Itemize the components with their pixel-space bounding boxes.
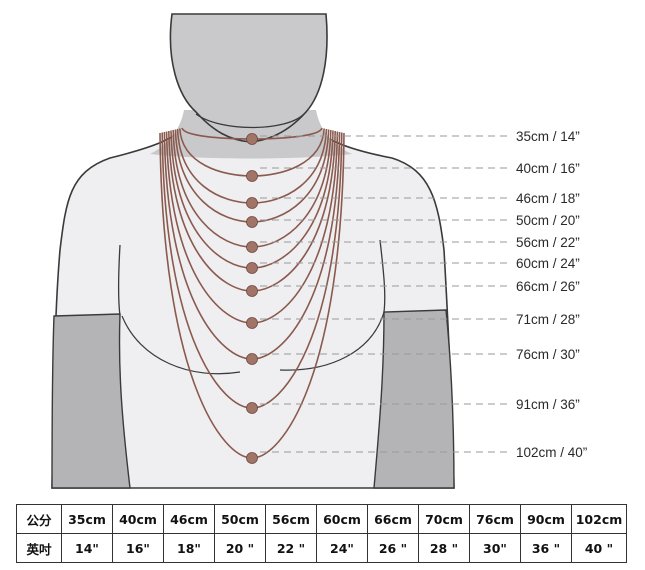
neck-collar-line	[195, 113, 305, 129]
table-cell: 46cm	[163, 504, 215, 534]
pendant-dot	[246, 452, 258, 464]
leader-lines	[260, 135, 510, 453]
right-arm-seam	[379, 239, 386, 313]
table-cell: 36 "	[520, 533, 572, 563]
table-cell: 102cm	[571, 504, 627, 534]
table-cell: 50cm	[214, 504, 266, 534]
left-sleeve	[51, 313, 131, 489]
length-labels: 35cm / 14” 40cm / 16” 46cm / 18” 50cm / …	[516, 129, 587, 460]
pendant-dot	[246, 317, 258, 329]
row-header-inch: 英吋	[16, 533, 62, 563]
table-cell: 18"	[163, 533, 215, 563]
table-cell: 30"	[469, 533, 521, 563]
table-cell: 35cm	[61, 504, 113, 534]
pendant-dot	[246, 353, 258, 365]
table-cell: 66cm	[367, 504, 419, 534]
pendant-dot	[246, 133, 258, 145]
length-label: 50cm / 20”	[516, 213, 580, 228]
right-sleeve	[373, 309, 455, 489]
length-label: 56cm / 22”	[516, 235, 580, 250]
table-cell: 40 "	[571, 533, 627, 563]
pendant-dot	[246, 402, 258, 414]
table-cell: 28 "	[418, 533, 470, 563]
left-chest-line	[121, 315, 241, 375]
table-row-inch: 英吋 14" 16" 18" 20 " 22 " 24" 26 " 28 " 3…	[16, 533, 627, 563]
length-label: 66cm / 26”	[516, 279, 580, 294]
length-label: 46cm / 18”	[516, 191, 580, 206]
pendant-dot	[246, 262, 258, 274]
necklace-length-diagram: 35cm / 14” 40cm / 16” 46cm / 18” 50cm / …	[51, 13, 587, 489]
table-cell: 20 "	[214, 533, 266, 563]
table-cell: 90cm	[520, 504, 572, 534]
table-cell: 16"	[112, 533, 164, 563]
pendant-dot	[246, 241, 258, 253]
length-label: 35cm / 14”	[516, 129, 580, 144]
length-label: 76cm / 30”	[516, 347, 580, 362]
table-cell: 24"	[316, 533, 368, 563]
table-cell: 76cm	[469, 504, 521, 534]
pendant-dot	[246, 197, 258, 209]
pendant-dot	[246, 216, 258, 228]
table-cell: 70cm	[418, 504, 470, 534]
pendant-dot	[246, 285, 258, 297]
table-row-cm: 公分 35cm 40cm 46cm 50cm 56cm 60cm 66cm 70…	[16, 504, 627, 534]
length-label: 60cm / 24”	[516, 256, 580, 271]
table-cell: 60cm	[316, 504, 368, 534]
table-cell: 22 "	[265, 533, 317, 563]
table-cell: 14"	[61, 533, 113, 563]
left-arm-seam	[117, 244, 121, 317]
table-cell: 56cm	[265, 504, 317, 534]
table-cell: 26 "	[367, 533, 419, 563]
length-label: 102cm / 40”	[516, 445, 587, 460]
size-conversion-table: 公分 35cm 40cm 46cm 50cm 56cm 60cm 66cm 70…	[16, 504, 627, 563]
pendants	[246, 133, 258, 464]
length-label: 91cm / 36”	[516, 397, 580, 412]
length-label: 40cm / 16”	[516, 161, 580, 176]
row-header-cm: 公分	[16, 504, 62, 534]
length-label: 71cm / 28”	[516, 312, 580, 327]
pendant-dot	[246, 170, 258, 182]
table-cell: 40cm	[112, 504, 164, 534]
